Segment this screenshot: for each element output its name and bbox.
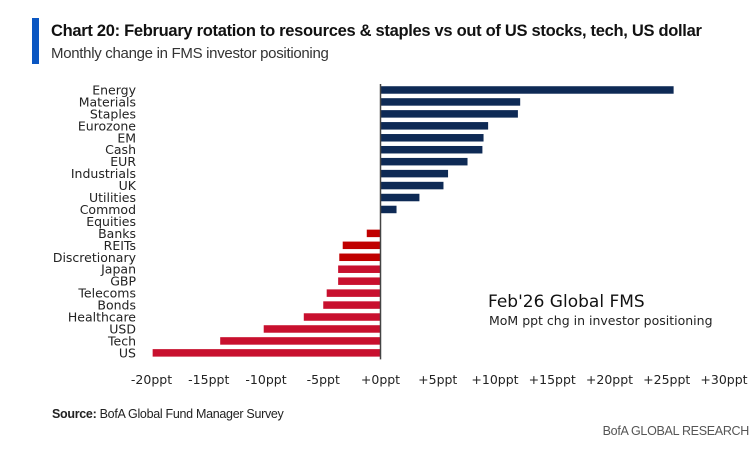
bar-uk [380,181,444,190]
bar-em [380,134,484,142]
category-label-discretionary: Discretionary [53,250,137,265]
category-label-telecoms: Telecoms [77,286,136,301]
bar-cash [380,145,483,154]
category-label-commod: Commod [80,202,136,217]
category-label-us: US [119,345,136,360]
bar-bonds [323,301,381,309]
category-label-equities: Equities [86,214,136,229]
bar-healthcare [303,313,381,321]
bar-industrials [380,169,449,178]
x-tick-label: -15ppt [188,372,229,387]
bar-staples [380,110,518,118]
bar-utilities [380,193,420,202]
annotation-title: Feb'26 Global FMS [488,292,645,312]
category-label-energy: Energy [92,82,136,97]
category-label-tech: Tech [107,333,136,348]
category-label-banks: Banks [98,226,136,241]
x-tick-labels-group: -20ppt -15ppt -10ppt -5ppt +0ppt +5ppt +10ppt +… [131,372,748,387]
bar-banks [366,229,381,238]
bar-discretionary [339,253,381,262]
category-label-reits: REITs [104,238,136,253]
brand-label: BofA GLOBAL RESEARCH [602,424,750,438]
category-label-eurozone: Eurozone [78,118,136,133]
category-label-gbp: GBP [110,274,136,289]
category-label-usd: USD [109,321,136,336]
category-label-bonds: Bonds [97,298,136,313]
annotation-subtitle: MoM ppt chg in investor positioning [489,313,713,328]
category-label-uk: UK [119,178,137,193]
category-label-eur: EUR [110,154,136,169]
category-label-industrials: Industrials [71,166,136,181]
x-tick-label: +10ppt [471,372,518,387]
bar-gbp [338,277,381,285]
bar-chart: EnergyMaterialsStaplesEurozoneEMCashEURI… [53,82,748,387]
bar-us [152,349,381,357]
title-accent-bar [32,18,39,64]
bar-japan [338,265,381,273]
x-tick-label: -10ppt [245,372,286,387]
bar-usd [263,325,381,333]
x-tick-label: +30ppt [700,372,747,387]
category-label-cash: Cash [105,142,136,157]
category-label-materials: Materials [79,94,136,109]
x-tick-label: +20ppt [586,372,633,387]
category-label-healthcare: Healthcare [68,310,136,325]
source-label: Source: [52,407,97,421]
category-label-japan: Japan [100,262,136,277]
bar-tech [220,337,381,345]
x-tick-label: +15ppt [529,372,576,387]
x-tick-label: -20ppt [131,372,172,387]
x-tick-label: +25ppt [643,372,690,387]
source-text: BofA Global Fund Manager Survey [99,407,284,421]
bar-materials [380,98,521,106]
chart-title: Chart 20: February rotation to resources… [51,22,702,40]
bar-energy [380,86,674,94]
x-tick-label: +5ppt [418,372,457,387]
x-tick-label: +0ppt [361,372,400,387]
chart-subtitle: Monthly change in FMS investor positioni… [51,45,329,62]
bar-eur [380,157,468,166]
x-tick-label: -5ppt [307,372,340,387]
category-label-em: EM [117,130,136,145]
bar-reits [342,241,381,250]
bars-group [152,86,674,357]
bar-eurozone [380,122,489,130]
bar-commod [380,205,397,214]
category-labels-group: EnergyMaterialsStaplesEurozoneEMCashEURI… [53,82,137,360]
source-note: Source: BofA Global Fund Manager Survey [52,407,284,421]
bar-telecoms [326,289,381,297]
category-label-utilities: Utilities [89,190,136,205]
category-label-staples: Staples [90,106,136,121]
